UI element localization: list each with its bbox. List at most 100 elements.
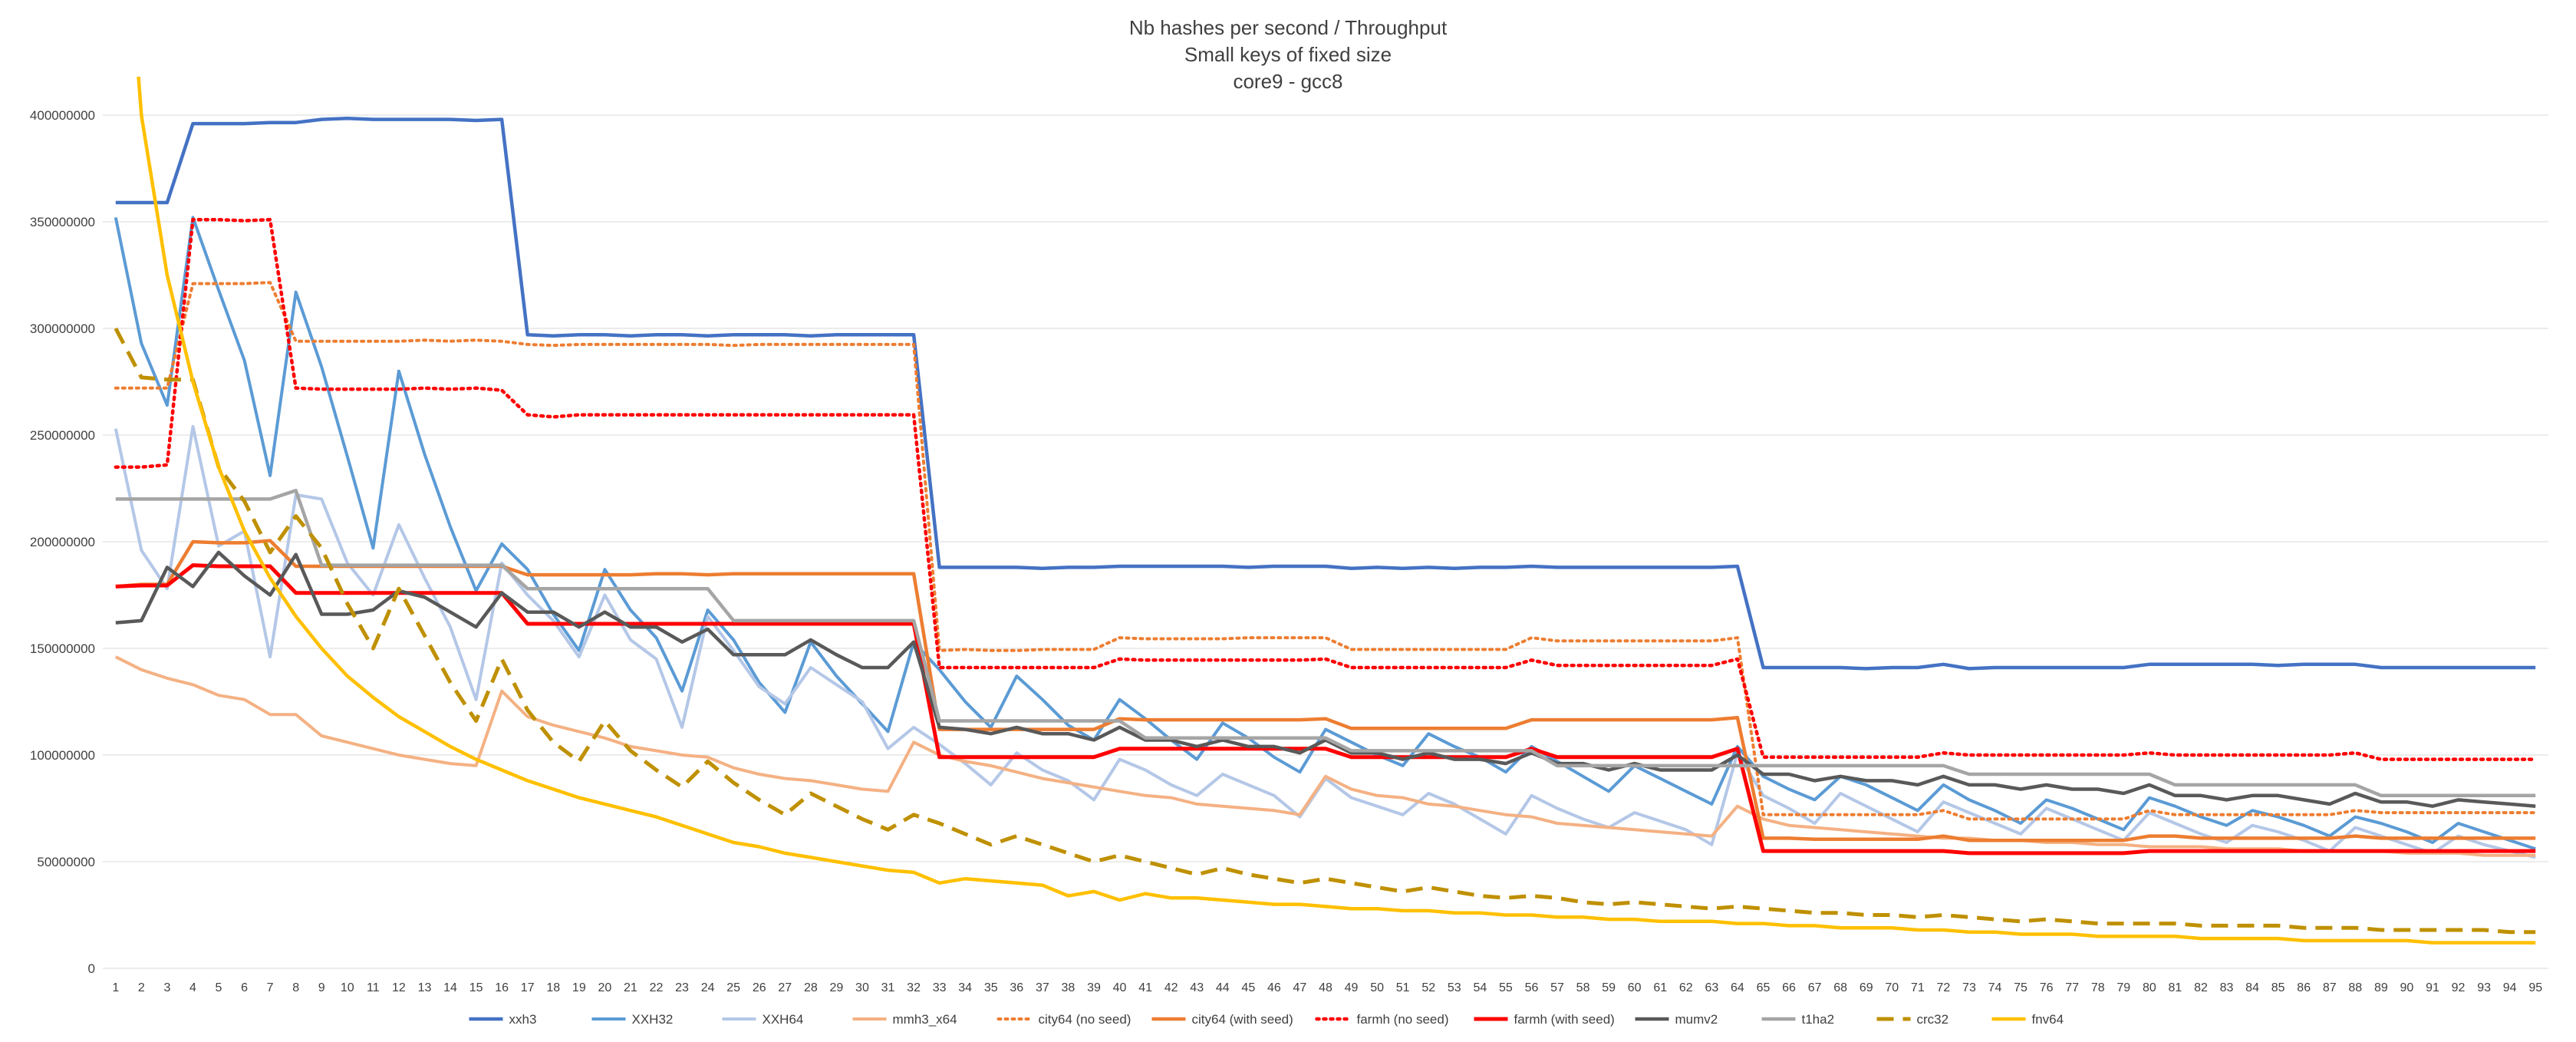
y-tick-label: 150000000 [30, 641, 95, 656]
x-tick-label: 82 [2194, 981, 2208, 994]
y-axis: 0 50000000 100000000 150000000 200000000 2500… [30, 108, 95, 976]
legend: xxh3 XXH32 XXH64 mmh3_x64 city64 (no seed) ci… [469, 1012, 2064, 1027]
series-line-farmh-with-seed [115, 563, 2536, 856]
legend-label: XXH64 [763, 1012, 804, 1027]
x-tick-label: 32 [907, 981, 921, 994]
y-tick-label: 300000000 [30, 322, 95, 336]
legend-item: farmh (with seed) [1474, 1012, 1615, 1027]
series-line-farmh-no-seed [114, 217, 2538, 761]
x-tick-label: 35 [984, 981, 998, 994]
x-tick-label: 88 [2348, 981, 2362, 994]
x-tick-label: 73 [1962, 981, 1976, 994]
legend-label: t1ha2 [1802, 1012, 1835, 1027]
x-tick-label: 2 [138, 981, 145, 994]
x-tick-label: 16 [495, 981, 509, 994]
chart-title: Nb hashes per second / Throughput [1129, 16, 1448, 39]
series-line-mmh3-x64 [114, 655, 2536, 857]
x-tick-label: 42 [1164, 981, 1178, 994]
x-tick-label: 49 [1345, 981, 1359, 994]
x-tick-label: 76 [2040, 981, 2054, 994]
chart-title-group: Nb hashes per second / Throughput Small … [1129, 16, 1448, 93]
x-tick-label: 66 [1782, 981, 1796, 994]
x-tick-label: 40 [1113, 981, 1127, 994]
x-tick-label: 3 [163, 981, 170, 994]
x-tick-label: 83 [2220, 981, 2234, 994]
y-tick-label: 350000000 [30, 215, 95, 229]
legend-label: mumv2 [1675, 1012, 1718, 1027]
series-line-city64-no-seed [114, 281, 2538, 821]
series-line-crc32 [114, 327, 2536, 935]
x-tick-label: 8 [292, 981, 299, 994]
legend-label: XXH32 [632, 1012, 674, 1027]
x-tick-label: 56 [1525, 981, 1539, 994]
x-tick-label: 93 [2477, 981, 2491, 994]
series-line-xxh32 [114, 216, 2536, 851]
x-tick-label: 90 [2400, 981, 2414, 994]
x-tick-label: 20 [598, 981, 611, 994]
series-line-city64-with-seed [115, 539, 2536, 843]
series-line-mumv2 [115, 550, 2536, 808]
x-tick-label: 29 [830, 981, 844, 994]
x-tick-label: 4 [189, 981, 196, 994]
x-tick-label: 89 [2374, 981, 2388, 994]
chart-subtitle-2: core9 - gcc8 [1233, 70, 1342, 93]
x-tick-label: 22 [650, 981, 664, 994]
x-tick-label: 54 [1473, 981, 1487, 994]
x-tick-label: 47 [1293, 981, 1307, 994]
x-tick-label: 77 [2065, 981, 2079, 994]
y-tick-label: 0 [88, 961, 95, 976]
x-tick-label: 25 [726, 981, 740, 994]
legend-item: t1ha2 [1761, 1012, 1835, 1027]
x-tick-label: 15 [469, 981, 483, 994]
legend-item: XXH64 [722, 1012, 804, 1027]
x-tick-label: 74 [1988, 981, 2002, 994]
legend-item: crc32 [1876, 1012, 1948, 1027]
x-tick-label: 62 [1679, 981, 1693, 994]
x-tick-label: 92 [2452, 981, 2466, 994]
x-tick-label: 31 [881, 981, 895, 994]
x-tick-label: 52 [1421, 981, 1435, 994]
x-tick-label: 72 [1936, 981, 1950, 994]
x-tick-label: 86 [2297, 981, 2311, 994]
x-tick-label: 94 [2503, 981, 2517, 994]
x-tick-label: 53 [1448, 981, 1461, 994]
x-tick-label: 1 [112, 981, 119, 994]
gridlines [103, 114, 2548, 969]
x-tick-label: 39 [1087, 981, 1101, 994]
x-tick-label: 45 [1241, 981, 1255, 994]
x-tick-label: 17 [521, 981, 535, 994]
x-tick-label: 64 [1731, 981, 1744, 994]
x-tick-label: 34 [958, 981, 972, 994]
legend-label: farmh (no seed) [1357, 1012, 1449, 1027]
legend-item: mmh3_x64 [852, 1012, 957, 1027]
x-tick-label: 59 [1602, 981, 1616, 994]
x-tick-label: 79 [2116, 981, 2130, 994]
x-tick-label: 55 [1499, 981, 1513, 994]
x-tick-label: 69 [1860, 981, 1873, 994]
legend-item: farmh (no seed) [1315, 1012, 1449, 1027]
x-tick-label: 58 [1576, 981, 1590, 994]
legend-label: fnv64 [2032, 1012, 2064, 1027]
x-tick-label: 78 [2091, 981, 2105, 994]
x-tick-label: 10 [341, 981, 354, 994]
legend-label: farmh (with seed) [1514, 1012, 1615, 1027]
series-lines [114, 77, 2538, 945]
legend-label: xxh3 [509, 1012, 537, 1027]
y-tick-label: 200000000 [30, 535, 95, 549]
legend-item: city64 (no seed) [996, 1012, 1132, 1027]
x-tick-label: 19 [572, 981, 586, 994]
x-tick-label: 61 [1653, 981, 1667, 994]
x-tick-label: 85 [2271, 981, 2285, 994]
x-tick-label: 33 [933, 981, 947, 994]
series-line-xxh3 [115, 116, 2536, 671]
x-tick-label: 81 [2169, 981, 2182, 994]
y-tick-label: 50000000 [37, 855, 95, 869]
x-tick-label: 68 [1833, 981, 1847, 994]
series-line-fnv64 [137, 77, 2536, 945]
y-tick-label: 250000000 [30, 428, 95, 443]
legend-label: city64 (no seed) [1039, 1012, 1132, 1027]
x-tick-label: 67 [1808, 981, 1822, 994]
legend-label: city64 (with seed) [1192, 1012, 1293, 1027]
